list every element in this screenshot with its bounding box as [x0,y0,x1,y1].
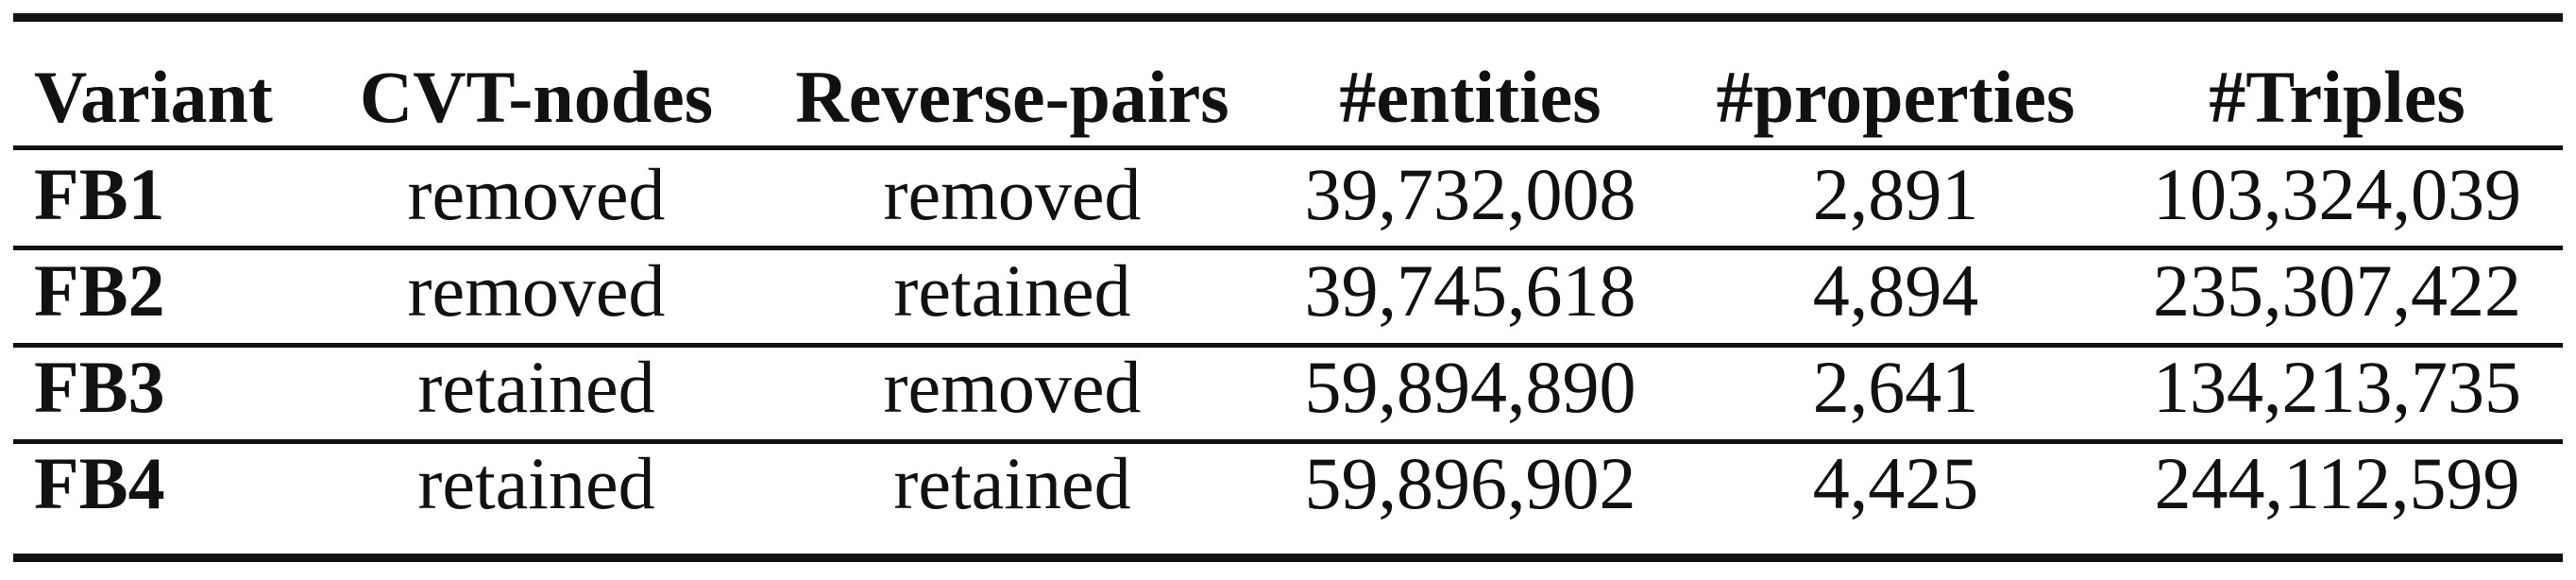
variant-cell: FB2 [34,249,165,332]
reverse-pairs-cell: removed [883,153,1142,235]
triples-cell: 235,307,422 [2153,249,2521,332]
header-reverse-pairs: Reverse-pairs [795,56,1229,138]
variant-cell: FB4 [34,442,165,524]
header-triples: #Triples [2209,56,2466,138]
cvt-nodes-cell: retained [417,346,655,428]
reverse-pairs-cell: retained [893,249,1131,332]
header-entities: #entities [1339,56,1602,138]
entities-cell: 59,896,902 [1304,442,1636,524]
triples-cell: 103,324,039 [2153,153,2521,235]
properties-cell: 4,894 [1812,249,1979,332]
properties-cell: 2,891 [1812,153,1979,235]
triples-cell: 244,112,599 [2154,442,2520,524]
row-rule [13,246,2563,250]
row-rule [13,343,2563,348]
header-rule [13,145,2563,150]
cvt-nodes-cell: removed [407,153,666,235]
table-top-rule [13,13,2563,22]
triples-cell: 134,213,735 [2153,346,2521,428]
table-bottom-rule [13,554,2563,562]
header-variant: Variant [34,56,273,138]
entities-cell: 59,894,890 [1304,346,1636,428]
reverse-pairs-cell: removed [883,346,1142,428]
properties-cell: 2,641 [1812,346,1979,428]
entities-cell: 39,732,008 [1304,153,1636,235]
variant-cell: FB1 [34,153,165,235]
header-properties: #properties [1716,56,2076,138]
header-cvt-nodes: CVT-nodes [359,56,714,138]
variant-cell: FB3 [34,346,165,428]
cvt-nodes-cell: removed [407,249,666,332]
entities-cell: 39,745,618 [1304,249,1636,332]
row-rule [13,439,2563,444]
cvt-nodes-cell: retained [417,442,655,524]
properties-cell: 4,425 [1812,442,1979,524]
reverse-pairs-cell: retained [893,442,1131,524]
